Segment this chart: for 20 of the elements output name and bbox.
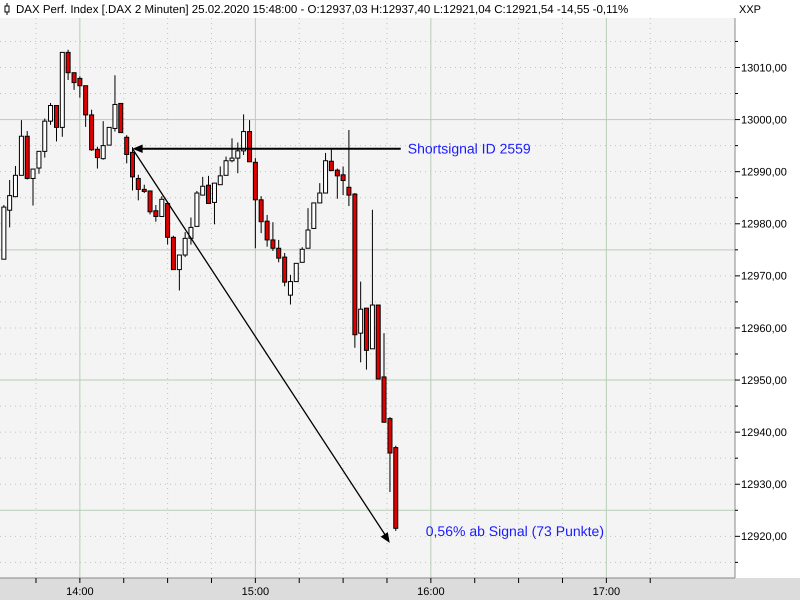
x-tick-label: 15:00 — [242, 586, 270, 598]
y-tick-label: 12970,00 — [741, 270, 787, 283]
annotation: Shortsignal ID 2559 — [408, 140, 531, 157]
y-tick-label: 12990,00 — [741, 166, 787, 179]
chart-title: DAX Perf. Index [.DAX 2 Minuten] 25.02.2020 15:48:00 - O:12937,03 H:12937,40 L:12921,04 C:12921,54 -14,55 -0,11% — [16, 4, 628, 16]
y-tick-label: 12930,00 — [741, 479, 787, 492]
y-tick-label: 12950,00 — [741, 374, 787, 387]
x-tick-label: 14:00 — [66, 586, 94, 598]
x-tick-label: 17:00 — [592, 586, 620, 598]
y-tick-label: 12940,00 — [741, 426, 787, 439]
y-tick-label: 13000,00 — [741, 114, 787, 126]
candlestick — [300, 246, 305, 263]
x-tick-label: 16:00 — [417, 586, 445, 598]
y-axis-title: XXP — [739, 4, 762, 16]
y-tick-label: 12920,00 — [741, 531, 787, 544]
y-tick-label: 12960,00 — [741, 322, 787, 335]
y-tick-label: 12980,00 — [741, 218, 787, 231]
annotation: 0,56% ab Signal (73 Punkte) — [426, 522, 604, 539]
y-tick-label: 13010,00 — [741, 62, 787, 74]
candlestick — [306, 208, 311, 249]
